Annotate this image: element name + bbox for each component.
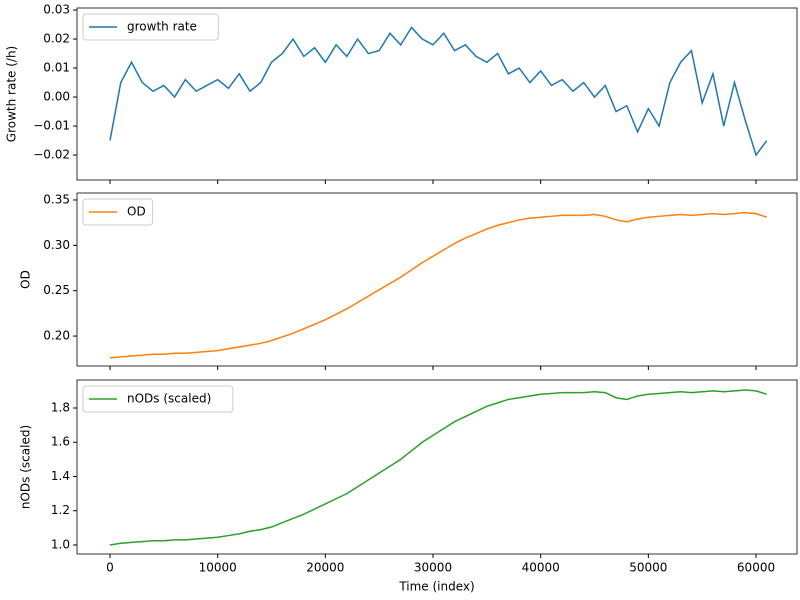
y-tick-label: 1.4 [51,469,70,483]
subplot: 0.20 0.25 0.30 0.35 OD OD [19,192,798,370]
y-axis-label: OD [19,270,33,289]
y-axis-label: Growth rate (/h) [5,46,19,142]
subplot: 1.0 1.2 1.4 1.6 1.8 0 10000 20000 30000 40000 5000… [19,379,798,594]
y-tick-label: 0.25 [43,283,70,297]
x-tick-label: 50000 [629,561,667,575]
y-tick-label: 0.30 [43,238,70,252]
x-tick-label: 0 [106,561,114,575]
subplot: −0.02 −0.01 0.00 0.01 0.02 0.03 growth rate Gro… [5,3,798,184]
axes-frame [76,379,798,555]
x-tick-label: 10000 [199,561,237,575]
y-tick-label: 0.01 [43,61,70,75]
legend-label: growth rate [127,20,197,34]
y-tick-label: 1.0 [51,537,70,551]
axes-frame [76,7,798,181]
y-tick-label: 1.8 [51,400,70,414]
y-tick-label: 0.00 [43,90,70,104]
y-tick-label: 0.02 [43,32,70,46]
line [109,389,768,546]
y-tick-label: −0.02 [33,148,70,162]
axes-frame [76,192,798,367]
line [109,211,768,359]
line [109,26,768,157]
legend-label: OD [127,205,146,219]
x-tick-label: 60000 [737,561,775,575]
y-axis-label: nODs (scaled) [19,425,33,509]
y-tick-label: 0.03 [43,3,70,17]
legend-label: nODs (scaled) [127,392,211,406]
x-tick-label: 20000 [306,561,344,575]
y-tick-label: −0.01 [33,119,70,133]
legend-box [82,13,219,41]
x-tick-label: 30000 [414,561,452,575]
x-tick-label: 40000 [522,561,560,575]
legend-box [82,385,234,413]
y-tick-label: 0.35 [43,192,70,206]
y-tick-label: 0.20 [43,329,70,343]
x-axis-label: Time (index) [398,580,474,594]
y-tick-label: 1.2 [51,503,70,517]
legend-box [82,198,154,226]
y-tick-label: 1.6 [51,435,70,449]
